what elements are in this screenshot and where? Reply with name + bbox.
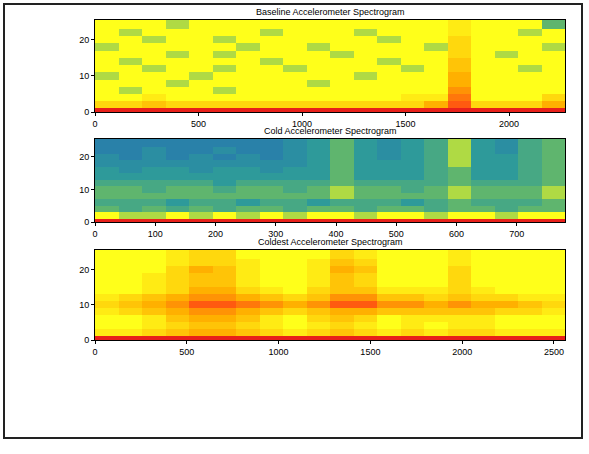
svg-text:700: 700 [509, 229, 524, 239]
svg-text:500: 500 [389, 229, 404, 239]
svg-text:10: 10 [79, 300, 89, 310]
svg-text:20: 20 [79, 152, 89, 162]
svg-text:1500: 1500 [396, 119, 416, 129]
svg-text:Baseline Accelerometer Spectro: Baseline Accelerometer Spectrogram [256, 7, 405, 17]
svg-text:1000: 1000 [292, 119, 312, 129]
svg-text:100: 100 [148, 229, 163, 239]
svg-text:20: 20 [79, 265, 89, 275]
svg-text:200: 200 [208, 229, 223, 239]
svg-text:500: 500 [179, 347, 194, 357]
svg-text:300: 300 [268, 229, 283, 239]
svg-text:0: 0 [92, 347, 97, 357]
svg-text:2500: 2500 [544, 347, 564, 357]
svg-text:0: 0 [84, 107, 89, 117]
svg-text:10: 10 [79, 71, 89, 81]
svg-text:20: 20 [79, 35, 89, 45]
svg-text:0: 0 [92, 229, 97, 239]
svg-text:Cold Accelerometer Spectrogram: Cold Accelerometer Spectrogram [264, 126, 397, 136]
svg-text:500: 500 [191, 119, 206, 129]
svg-text:1500: 1500 [360, 347, 380, 357]
svg-text:2000: 2000 [452, 347, 472, 357]
svg-text:Coldest Accelerometer Spectrog: Coldest Accelerometer Spectrogram [258, 237, 403, 247]
svg-text:0: 0 [84, 217, 89, 227]
svg-text:600: 600 [449, 229, 464, 239]
svg-text:2000: 2000 [499, 119, 519, 129]
svg-text:1000: 1000 [269, 347, 289, 357]
svg-text:0: 0 [92, 119, 97, 129]
svg-text:10: 10 [79, 185, 89, 195]
svg-text:400: 400 [329, 229, 344, 239]
svg-text:0: 0 [84, 335, 89, 345]
